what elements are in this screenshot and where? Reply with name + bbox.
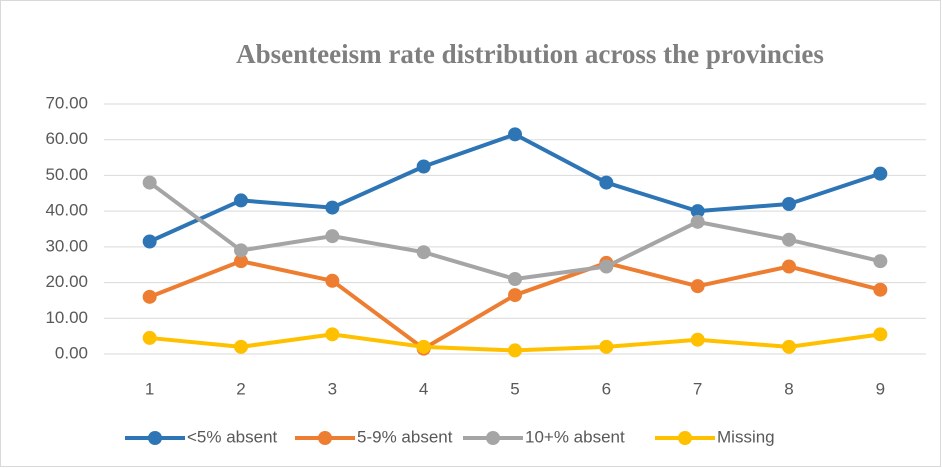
- data-point: [690, 214, 705, 229]
- data-point: [508, 288, 522, 303]
- data-point: [142, 330, 157, 345]
- y-tick-label: 20.00: [45, 272, 88, 291]
- data-point: [782, 339, 796, 354]
- data-point: [599, 259, 614, 274]
- data-point: [325, 327, 340, 342]
- data-point: [508, 127, 522, 142]
- data-point: [142, 234, 157, 249]
- x-tick-label: 8: [784, 379, 793, 398]
- data-point: [690, 204, 705, 219]
- data-point: [782, 232, 796, 247]
- x-tick-label: 2: [236, 379, 245, 398]
- data-point: [782, 197, 796, 211]
- y-tick-label: 10.00: [45, 308, 88, 327]
- x-tick-label: 5: [510, 379, 519, 398]
- x-tick-label: 9: [876, 379, 885, 398]
- chart-title: Absenteeism rate distribution across the…: [236, 39, 824, 69]
- data-point: [599, 339, 614, 354]
- x-tick-label: 3: [328, 379, 337, 398]
- data-point: [873, 282, 888, 297]
- x-tick-label: 6: [602, 379, 611, 398]
- data-point: [325, 273, 340, 288]
- data-point: [234, 193, 248, 208]
- data-point: [416, 339, 431, 354]
- y-tick-label: 50.00: [45, 165, 88, 184]
- y-tick-label: 30.00: [45, 236, 88, 255]
- legend-marker: [318, 431, 332, 445]
- data-point: [234, 339, 248, 354]
- legend-marker: [678, 431, 692, 445]
- data-point: [690, 332, 705, 347]
- data-point: [325, 200, 340, 215]
- data-point: [873, 166, 888, 181]
- data-point: [416, 245, 431, 260]
- data-point: [234, 243, 248, 258]
- data-point: [782, 259, 796, 274]
- data-point: [690, 279, 705, 294]
- data-point: [508, 343, 522, 358]
- data-point: [142, 175, 157, 190]
- x-tick-label: 1: [145, 379, 154, 398]
- legend-marker: [148, 431, 162, 445]
- y-tick-label: 40.00: [45, 201, 88, 220]
- legend-label: Missing: [717, 427, 775, 446]
- x-tick-label: 7: [693, 379, 702, 398]
- data-point: [416, 159, 431, 174]
- data-point: [599, 175, 614, 190]
- y-tick-label: 70.00: [45, 93, 88, 112]
- legend-marker: [486, 431, 500, 445]
- data-point: [325, 229, 340, 244]
- data-point: [873, 327, 888, 342]
- data-point: [234, 254, 248, 269]
- data-point: [508, 272, 522, 286]
- legend-label: 10+% absent: [525, 427, 625, 446]
- y-tick-label: 0.00: [55, 343, 88, 362]
- legend-label: 5-9% absent: [357, 427, 453, 446]
- legend-label: <5% absent: [187, 427, 278, 446]
- data-point: [142, 289, 157, 304]
- data-point: [873, 254, 888, 269]
- y-tick-label: 60.00: [45, 129, 88, 148]
- x-tick-label: 4: [419, 379, 428, 398]
